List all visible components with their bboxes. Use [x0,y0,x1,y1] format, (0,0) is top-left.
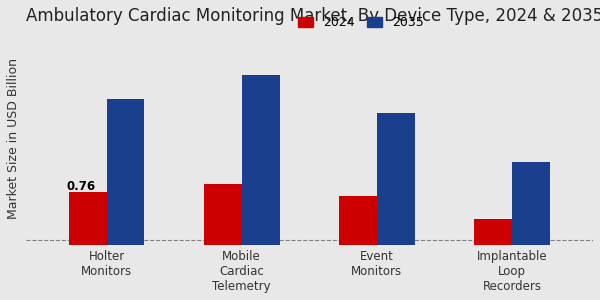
Bar [512,162,550,245]
Bar [204,184,242,245]
Bar [107,99,145,245]
Text: 0.76: 0.76 [67,180,96,193]
Text: Ambulatory Cardiac Monitoring Market, By Device Type, 2024 & 2035: Ambulatory Cardiac Monitoring Market, By… [26,7,600,25]
Bar [339,196,377,245]
Bar [474,219,512,245]
Legend: 2024, 2035: 2024, 2035 [295,13,428,33]
Y-axis label: Market Size in USD Billion: Market Size in USD Billion [7,58,20,219]
Bar [377,113,415,245]
Bar [242,75,280,245]
Bar [69,192,107,245]
